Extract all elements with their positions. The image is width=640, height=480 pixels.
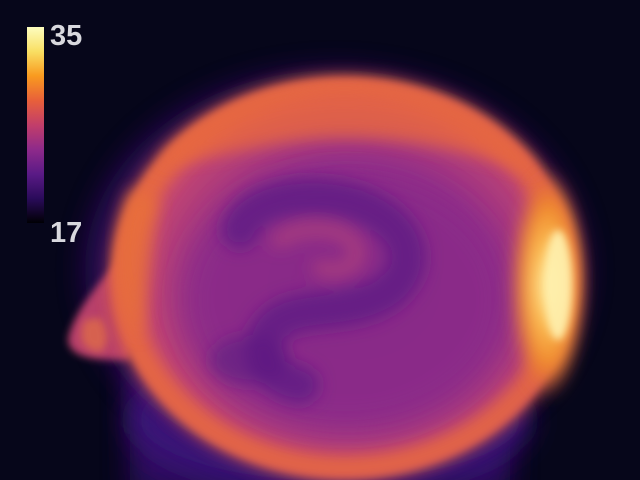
scale-min-label: 17 (50, 217, 83, 249)
color-scale-bar (27, 27, 44, 223)
scale-max-label: 35 (50, 20, 83, 52)
left-warm-band (118, 190, 160, 340)
top-band (160, 91, 540, 175)
hotspot-right (510, 170, 586, 400)
swirl-pattern (210, 178, 426, 404)
